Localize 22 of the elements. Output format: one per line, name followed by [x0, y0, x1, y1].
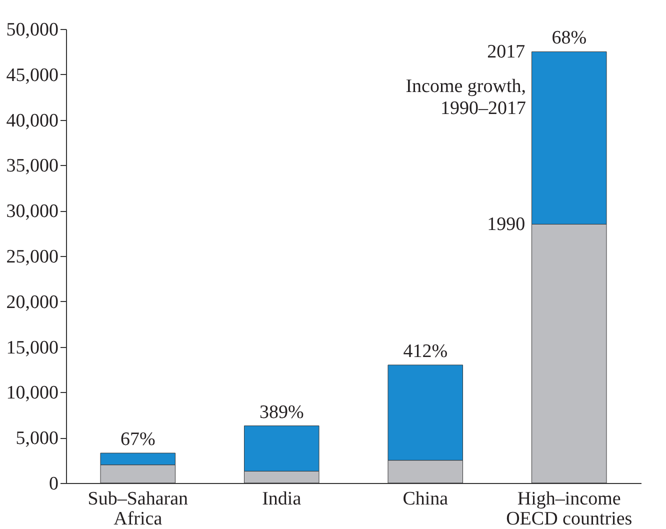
y-tick-label: 15,000 — [6, 337, 58, 358]
y-tick-label: 40,000 — [6, 110, 58, 132]
y-tick-label: 20,000 — [6, 292, 58, 313]
y-tick-label: 0 — [49, 474, 58, 494]
x-tick-label: India — [262, 488, 302, 510]
y-tick-label: 10,000 — [6, 382, 58, 404]
annotation: 2017 — [487, 42, 526, 63]
y-tick-label: 35,000 — [6, 156, 58, 177]
annotation: 67% — [120, 429, 156, 450]
y-tick-label: 50,000 — [6, 20, 58, 40]
annotation: 389% — [259, 402, 304, 423]
x-tick-label: High–income OECD countries — [506, 488, 632, 529]
x-tick-label: Sub–Saharan Africa — [88, 488, 188, 529]
y-tick-label: 30,000 — [6, 201, 58, 222]
y-tick-label: 5,000 — [16, 428, 58, 450]
annotation: Income growth, 1990–2017 — [406, 76, 526, 119]
y-tick-label: 45,000 — [6, 64, 58, 86]
annotation: 412% — [403, 340, 448, 362]
annotation: 68% — [552, 28, 587, 49]
y-tick-label: 25,000 — [6, 246, 58, 268]
annotation: 1990 — [487, 214, 526, 236]
x-tick-label: China — [402, 488, 449, 510]
